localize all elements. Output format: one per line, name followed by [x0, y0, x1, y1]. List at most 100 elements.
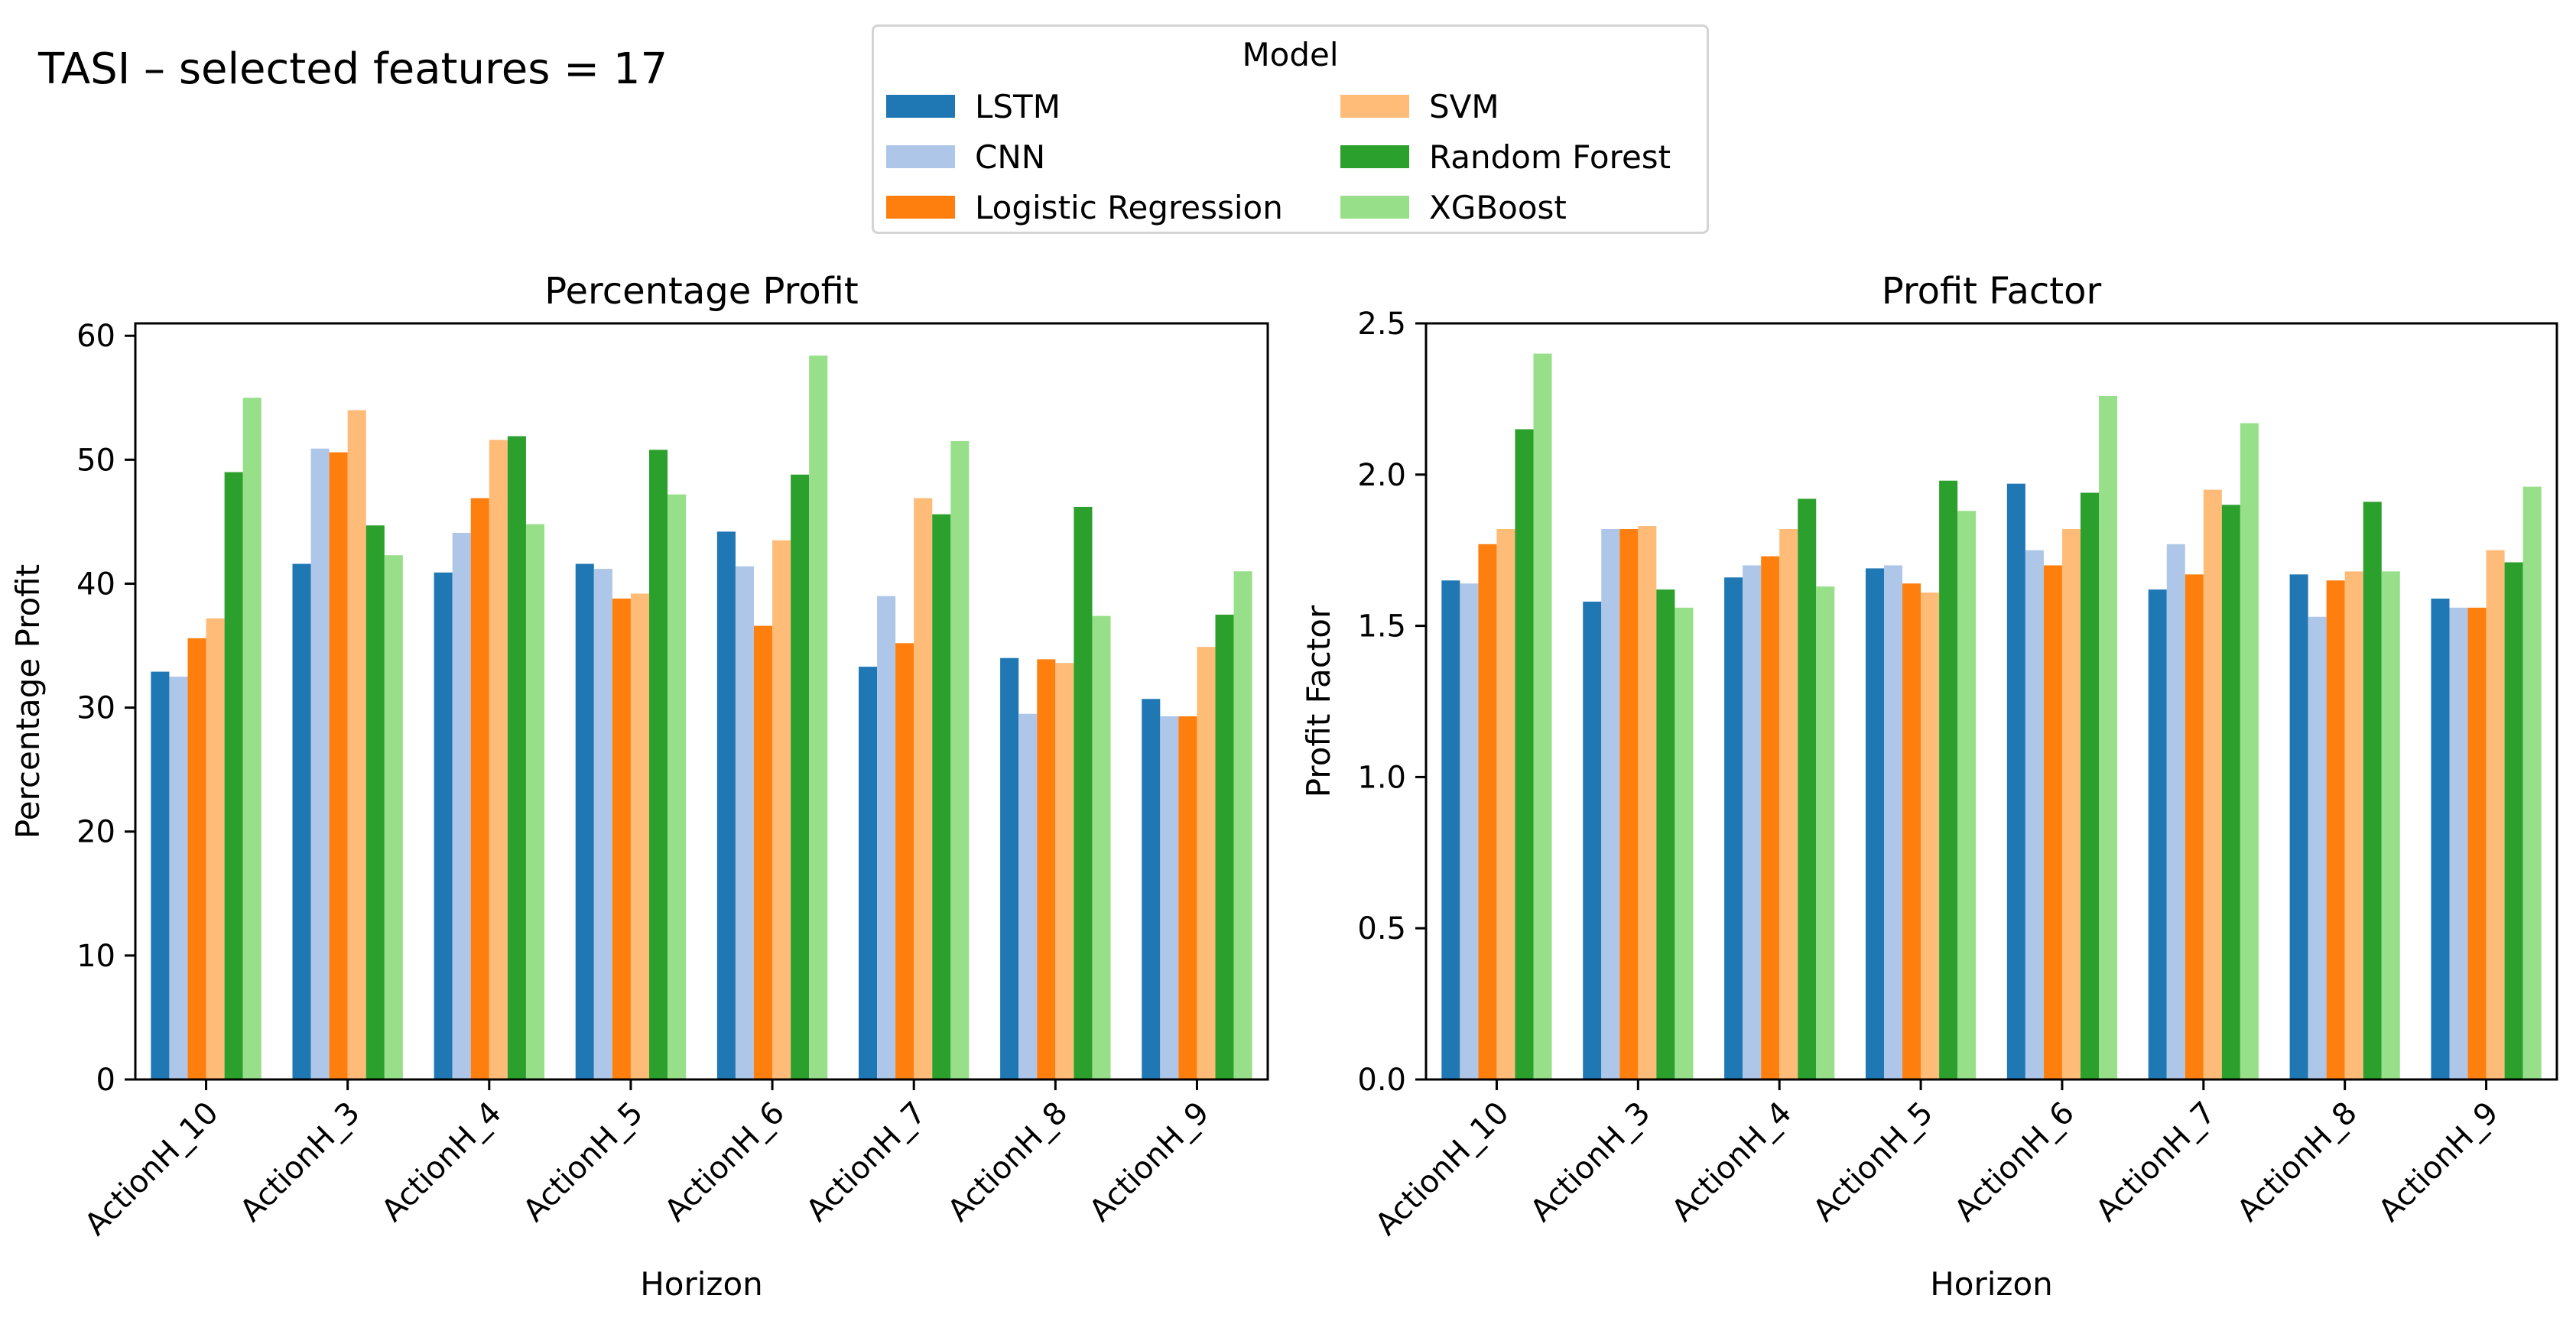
bar-svm-actionh-8	[1055, 663, 1074, 1079]
bar-random-forest-actionh-6	[2080, 492, 2099, 1079]
bar-svm-actionh-9	[1197, 647, 1216, 1079]
bar-xgboost-actionh-8	[1092, 615, 1111, 1079]
bar-random-forest-actionh-9	[2504, 562, 2523, 1079]
bar-xgboost-actionh-6	[809, 355, 828, 1079]
chart-title: Percentage Profit	[544, 270, 858, 313]
bar-svm-actionh-7	[914, 498, 933, 1079]
legend: Model LSTM CNN Logistic Regression SVM R…	[872, 24, 1709, 234]
bar-logistic-regression-actionh-4	[1761, 556, 1780, 1079]
bar-cnn-actionh-7	[877, 596, 896, 1079]
bar-lstm-actionh-9	[2431, 599, 2450, 1079]
bar-random-forest-actionh-7	[2221, 505, 2240, 1079]
bar-cnn-actionh-9	[2449, 607, 2468, 1079]
bar-lstm-actionh-3	[1583, 601, 1602, 1079]
bar-random-forest-actionh-5	[1939, 480, 1958, 1079]
x-tick-label-actionh-10: ActionH_10	[1369, 1096, 1516, 1243]
x-tick-label-actionh-3: ActionH_3	[233, 1096, 367, 1229]
bar-cnn-actionh-3	[310, 448, 330, 1079]
bar-random-forest-actionh-3	[365, 525, 385, 1079]
bar-random-forest-actionh-10	[224, 472, 243, 1079]
y-tick-label: 60	[76, 319, 115, 354]
x-tick-label-actionh-8: ActionH_8	[2230, 1096, 2364, 1229]
x-tick-label-actionh-6: ActionH_6	[1947, 1096, 2081, 1229]
bar-logistic-regression-actionh-7	[2185, 574, 2204, 1079]
bar-random-forest-actionh-9	[1215, 615, 1234, 1079]
bar-xgboost-actionh-10	[1533, 353, 1552, 1079]
bar-logistic-regression-actionh-8	[2326, 580, 2345, 1079]
bar-xgboost-actionh-7	[950, 441, 970, 1079]
bar-xgboost-actionh-9	[2522, 486, 2542, 1079]
legend-item-xgboost: XGBoost	[1340, 186, 1567, 229]
bar-logistic-regression-actionh-3	[329, 452, 348, 1079]
bar-svm-actionh-6	[2061, 529, 2081, 1079]
bar-cnn-actionh-3	[1601, 529, 1620, 1079]
legend-label-xgboost: XGBoost	[1429, 188, 1567, 226]
y-tick-label: 30	[76, 691, 115, 726]
legend-label-svm: SVM	[1429, 87, 1499, 125]
bar-svm-actionh-3	[347, 410, 366, 1079]
x-tick-label-actionh-4: ActionH_4	[1665, 1096, 1799, 1229]
bar-lstm-actionh-10	[151, 671, 170, 1079]
bar-logistic-regression-actionh-9	[2467, 607, 2487, 1079]
x-tick-label-actionh-8: ActionH_8	[941, 1096, 1075, 1229]
y-tick-label: 0	[96, 1063, 115, 1098]
bar-xgboost-actionh-4	[525, 524, 545, 1079]
bar-random-forest-actionh-8	[2363, 502, 2382, 1079]
legend-swatch-random-forest	[1340, 145, 1409, 168]
bar-svm-actionh-8	[2344, 571, 2363, 1079]
bar-random-forest-actionh-4	[1798, 498, 1817, 1079]
bar-logistic-regression-actionh-8	[1037, 659, 1056, 1079]
x-tick-label-actionh-7: ActionH_7	[800, 1096, 934, 1229]
bar-svm-actionh-5	[1921, 592, 1940, 1079]
plot-frame	[1424, 322, 2558, 1081]
bar-lstm-actionh-4	[1724, 577, 1743, 1079]
y-axis-label: Percentage Profit	[9, 564, 47, 839]
bar-xgboost-actionh-5	[1957, 511, 1977, 1079]
legend-swatch-svm	[1340, 95, 1409, 118]
legend-item-random-forest: Random Forest	[1340, 135, 1671, 178]
legend-item-svm: SVM	[1340, 85, 1499, 128]
x-tick-label-actionh-5: ActionH_5	[516, 1096, 650, 1229]
legend-label-random-forest: Random Forest	[1429, 138, 1671, 176]
legend-swatch-xgboost	[1340, 196, 1409, 219]
y-axis-label: Profit Factor	[1300, 605, 1337, 797]
bar-logistic-regression-actionh-10	[1478, 544, 1497, 1079]
legend-item-logistic-regression: Logistic Regression	[886, 186, 1283, 229]
y-tick-label: 1.0	[1357, 760, 1406, 795]
bar-logistic-regression-actionh-9	[1178, 716, 1197, 1079]
bar-cnn-actionh-10	[1460, 583, 1479, 1079]
bar-svm-actionh-10	[1496, 529, 1515, 1079]
bar-cnn-actionh-4	[452, 533, 471, 1079]
bar-cnn-actionh-5	[1883, 565, 1903, 1079]
bar-svm-actionh-4	[1779, 529, 1798, 1079]
bar-svm-actionh-4	[489, 440, 508, 1079]
bar-lstm-actionh-7	[858, 667, 878, 1079]
bar-cnn-actionh-9	[1160, 716, 1179, 1079]
x-tick-label-actionh-3: ActionH_3	[1524, 1096, 1658, 1229]
bar-lstm-actionh-7	[2148, 589, 2167, 1079]
bar-xgboost-actionh-8	[2381, 571, 2400, 1079]
y-tick-label: 20	[76, 815, 115, 850]
x-tick-label-actionh-4: ActionH_4	[375, 1096, 508, 1229]
chart-title: Profit Factor	[1882, 270, 2102, 313]
bar-xgboost-actionh-9	[1233, 571, 1252, 1079]
bar-lstm-actionh-8	[2289, 574, 2308, 1079]
bar-lstm-actionh-6	[2006, 483, 2025, 1079]
legend-swatch-lstm	[886, 95, 955, 118]
legend-swatch-logistic-regression	[886, 196, 955, 219]
bar-random-forest-actionh-5	[649, 450, 668, 1079]
x-axis-label: Horizon	[640, 1265, 763, 1303]
bar-lstm-actionh-10	[1441, 580, 1460, 1079]
x-tick-label-actionh-9: ActionH_9	[2372, 1096, 2506, 1229]
bar-random-forest-actionh-3	[1656, 589, 1675, 1079]
legend-label-cnn: CNN	[975, 138, 1046, 176]
x-axis-label: Horizon	[1930, 1265, 2053, 1303]
bar-lstm-actionh-5	[1865, 568, 1884, 1079]
bar-xgboost-actionh-3	[384, 555, 403, 1079]
bar-svm-actionh-7	[2203, 489, 2222, 1079]
bar-cnn-actionh-6	[2025, 550, 2044, 1079]
x-tick-label-actionh-10: ActionH_10	[78, 1096, 226, 1243]
bar-random-forest-actionh-4	[507, 436, 526, 1079]
bar-lstm-actionh-3	[292, 563, 311, 1079]
